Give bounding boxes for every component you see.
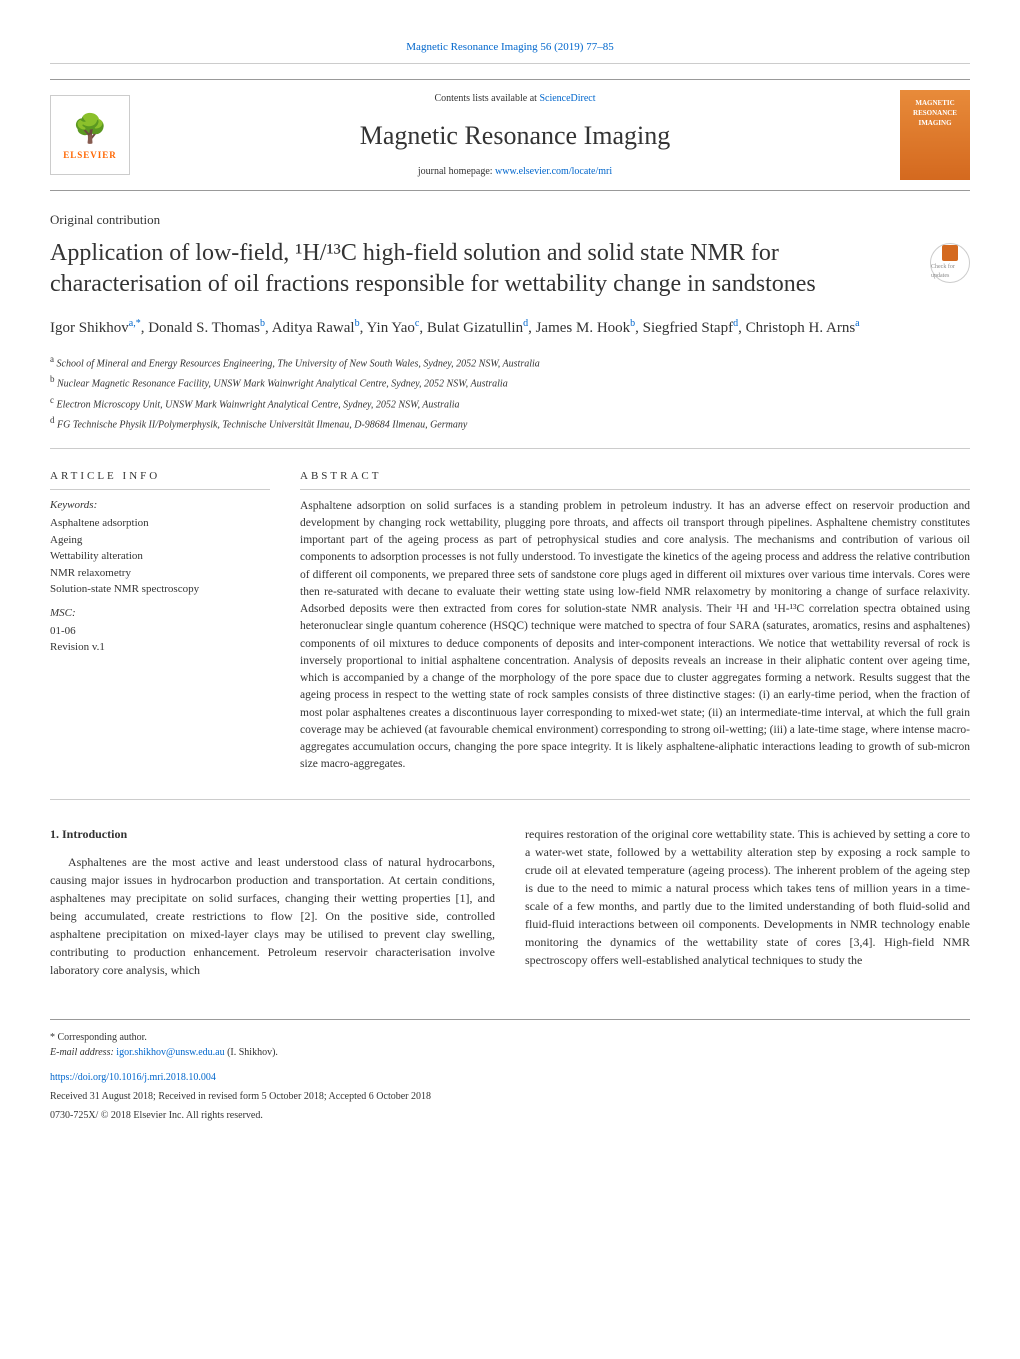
article-info-header: ARTICLE INFO [50,469,270,489]
abstract-header: ABSTRACT [300,469,970,489]
check-updates-badge[interactable]: Check for updates [930,243,970,283]
email-label: E-mail address: [50,1047,116,1058]
email-line: E-mail address: igor.shikhov@unsw.edu.au… [50,1045,970,1060]
author-8-sup: a [855,318,859,329]
article-info-column: ARTICLE INFO Keywords: Asphaltene adsorp… [50,469,270,773]
info-abstract-row: ARTICLE INFO Keywords: Asphaltene adsorp… [50,469,970,799]
intro-heading: 1. Introduction [50,825,495,843]
author-6: , James M. Hook [528,320,630,336]
copyright: 0730-725X/ © 2018 Elsevier Inc. All righ… [50,1108,970,1123]
author-1-sup: a,* [129,318,141,329]
homepage-text: journal homepage: [418,166,495,177]
check-updates-text: Check for updates [931,263,969,280]
intro-paragraph-2: requires restoration of the original cor… [525,825,970,969]
elsevier-logo: 🌳 ELSEVIER [50,95,130,175]
contents-list: Contents lists available at ScienceDirec… [130,92,900,106]
elsevier-tree-icon: 🌳 [73,110,108,149]
journal-name: Magnetic Resonance Imaging [130,118,900,154]
author-2: , Donald S. Thomas [141,320,260,336]
affiliation-d: d FG Technische Physik II/Polymerphysik,… [50,413,970,433]
abstract-text: Asphaltene adsorption on solid surfaces … [300,498,970,774]
abstract-column: ABSTRACT Asphaltene adsorption on solid … [300,469,970,773]
doi-link[interactable]: https://doi.org/10.1016/j.mri.2018.10.00… [50,1070,970,1085]
affiliation-c: c Electron Microscopy Unit, UNSW Mark Wa… [50,393,970,413]
sciencedirect-link[interactable]: ScienceDirect [539,93,595,104]
title-row: Application of low-field, ¹H/¹³C high-fi… [50,238,970,316]
contents-text: Contents lists available at [434,93,539,104]
elsevier-text: ELSEVIER [63,149,117,162]
keywords-list: Asphaltene adsorption Ageing Wettability… [50,515,270,598]
article-title: Application of low-field, ¹H/¹³C high-fi… [50,238,910,300]
affiliation-b: b Nuclear Magnetic Resonance Facility, U… [50,372,970,392]
author-3: , Aditya Rawal [265,320,355,336]
corresponding-author: * Corresponding author. [50,1030,970,1045]
citation-header: Magnetic Resonance Imaging 56 (2019) 77–… [50,40,970,64]
author-5: , Bulat Gizatullin [419,320,523,336]
article-type: Original contribution [50,211,970,229]
footer: * Corresponding author. E-mail address: … [50,1019,970,1123]
author-7: , Siegfried Stapf [635,320,733,336]
authors-list: Igor Shikhova,*, Donald S. Thomasb, Adit… [50,316,970,340]
received-dates: Received 31 August 2018; Received in rev… [50,1089,970,1104]
msc-label: MSC: [50,606,270,621]
column-left: 1. Introduction Asphaltenes are the most… [50,825,495,979]
bookmark-icon [942,245,958,261]
author-4: , Yin Yao [360,320,415,336]
affiliations: a School of Mineral and Energy Resources… [50,352,970,449]
keywords-label: Keywords: [50,498,270,513]
msc-list: 01-06 Revision v.1 [50,623,270,656]
journal-header: 🌳 ELSEVIER Contents lists available at S… [50,79,970,191]
author-8: , Christoph H. Arns [738,320,855,336]
cover-title: MAGNETIC RESONANCE IMAGING [905,99,965,128]
author-1: Igor Shikhov [50,320,129,336]
intro-paragraph-1: Asphaltenes are the most active and leas… [50,853,495,979]
affiliation-a: a School of Mineral and Energy Resources… [50,352,970,372]
email-name: (I. Shikhov). [225,1047,278,1058]
main-content: 1. Introduction Asphaltenes are the most… [50,825,970,979]
email-link[interactable]: igor.shikhov@unsw.edu.au [116,1047,224,1058]
journal-homepage: journal homepage: www.elsevier.com/locat… [130,165,900,179]
journal-cover-thumbnail: MAGNETIC RESONANCE IMAGING [900,90,970,180]
homepage-link[interactable]: www.elsevier.com/locate/mri [495,166,612,177]
journal-center: Contents lists available at ScienceDirec… [130,92,900,178]
column-right: requires restoration of the original cor… [525,825,970,979]
